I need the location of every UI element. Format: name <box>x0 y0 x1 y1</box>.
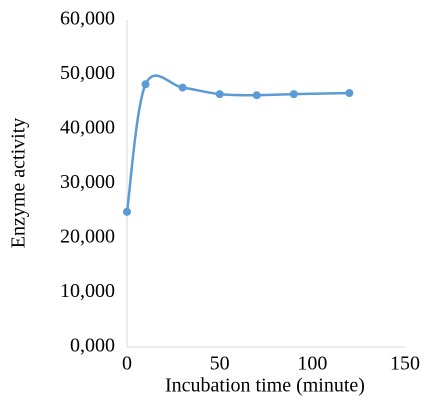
x-tick-label: 0 <box>122 353 132 375</box>
data-line <box>125 74 350 213</box>
data-point <box>123 207 131 216</box>
x-tick-label: 50 <box>210 353 230 375</box>
y-tick-label: 20,000 <box>60 226 115 248</box>
x-tick-label: 100 <box>297 353 327 375</box>
data-point <box>215 90 224 99</box>
data-point <box>178 83 187 92</box>
x-axis-title: Incubation time (minute) <box>165 375 365 397</box>
y-tick-label: 30,000 <box>60 171 115 193</box>
y-axis-title: Enzyme activity <box>8 118 30 249</box>
y-tick-label: 40,000 <box>60 117 115 139</box>
data-point <box>289 90 298 99</box>
y-tick-label: 10,000 <box>60 280 115 302</box>
x-tick-label: 150 <box>390 353 420 375</box>
data-point <box>345 89 354 98</box>
data-point <box>252 91 261 100</box>
y-tick-label: 50,000 <box>60 62 115 84</box>
y-tick-label: 0,000 <box>70 335 115 357</box>
data-point <box>141 80 150 89</box>
y-tick-label: 60,000 <box>60 8 115 30</box>
